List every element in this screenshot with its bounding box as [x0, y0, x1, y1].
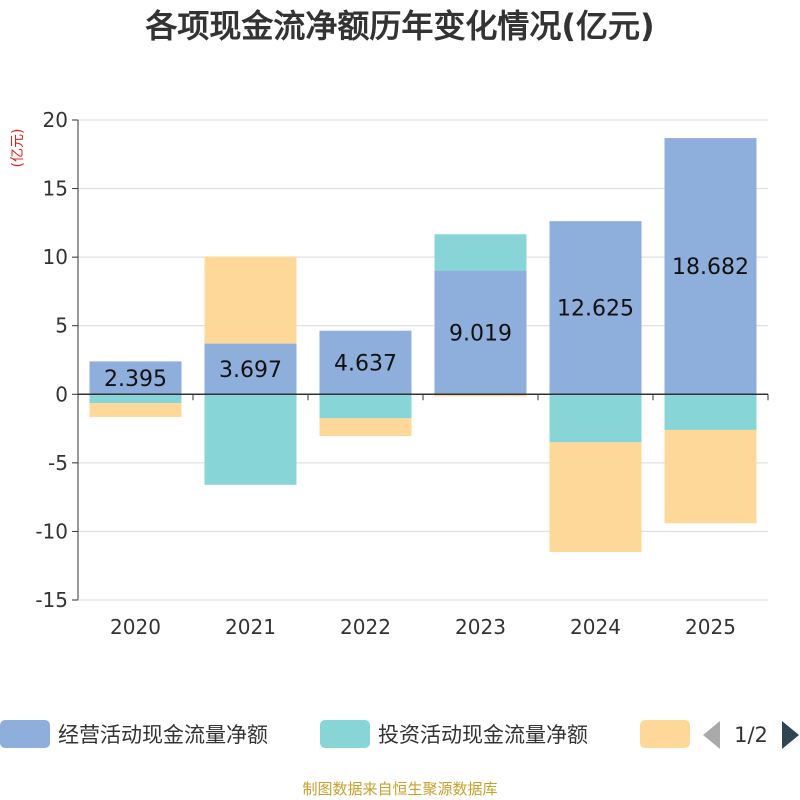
bar-1-2025: [664, 138, 757, 395]
y-axis-unit-label: (亿元): [10, 129, 26, 168]
legend-swatch-2[interactable]: [320, 720, 370, 748]
data-label-2021: 3.697: [219, 358, 282, 383]
legend-pager: 1/2: [703, 721, 799, 749]
legend-page-indicator: 1/2: [734, 723, 768, 747]
legend-label-1: 经营活动现金流量净额: [58, 723, 268, 747]
data-label-2024: 12.625: [557, 297, 634, 322]
y-tick-label: 0: [55, 382, 68, 406]
y-tick-label: -5: [48, 451, 68, 475]
y-tick-label: 10: [43, 245, 68, 269]
bar-3-2023: [434, 394, 527, 397]
bars: [89, 138, 757, 552]
y-tick-label: -10: [35, 519, 68, 543]
legend-swatch-3[interactable]: [640, 720, 690, 748]
bar-2-2022: [319, 394, 412, 419]
bar-3-2024: [549, 442, 642, 552]
data-label-2023: 9.019: [449, 321, 512, 346]
next-page-icon[interactable]: [782, 721, 799, 749]
axes: 20 15 10 5 0 -5 -10 -15 2020 2021 2022 2023 2024 2025: [35, 108, 769, 639]
y-tick-label: 15: [43, 177, 68, 201]
x-tick-label-2022: 2022: [340, 615, 391, 639]
y-tick-label: 20: [43, 108, 68, 132]
legend-swatch-1[interactable]: [0, 720, 50, 748]
x-tick-label-2021: 2021: [225, 615, 276, 639]
prev-page-icon[interactable]: [703, 721, 720, 749]
bar-1-2023: [434, 270, 527, 395]
bar-2-2025: [664, 394, 757, 430]
data-label-2022: 4.637: [334, 351, 397, 376]
x-tick-label-2024: 2024: [570, 615, 621, 639]
bar-1-2021: [204, 343, 297, 395]
bar-2-2023: [434, 234, 527, 271]
data-labels: 2.395 3.697 4.637 9.019 12.625 18.682: [104, 255, 749, 392]
bar-2-2020: [89, 394, 182, 404]
bar-3-2021: [204, 256, 297, 344]
bar-3-2022: [319, 418, 412, 437]
legend: 经营活动现金流量净额 投资活动现金流量净额: [0, 720, 690, 748]
bar-2-2024: [549, 394, 642, 443]
data-label-2020: 2.395: [104, 367, 167, 392]
y-tick-label: -15: [35, 588, 68, 612]
x-tick-label-2020: 2020: [110, 615, 161, 639]
bar-1-2020: [89, 361, 182, 395]
bar-2-2021: [204, 394, 297, 485]
legend-label-2: 投资活动现金流量净额: [378, 723, 588, 747]
x-tick-label-2025: 2025: [685, 615, 736, 639]
source-note: 制图数据来自恒生聚源数据库: [302, 780, 497, 798]
data-label-2025: 18.682: [672, 255, 749, 280]
bar-1-2022: [319, 330, 412, 395]
y-tick-label: 5: [55, 314, 68, 338]
bar-1-2024: [549, 221, 642, 395]
bar-3-2020: [89, 403, 182, 417]
bar-3-2025: [664, 429, 757, 524]
chart-title: 各项现金流净额历年变化情况(亿元): [145, 7, 654, 45]
x-tick-label-2023: 2023: [455, 615, 506, 639]
